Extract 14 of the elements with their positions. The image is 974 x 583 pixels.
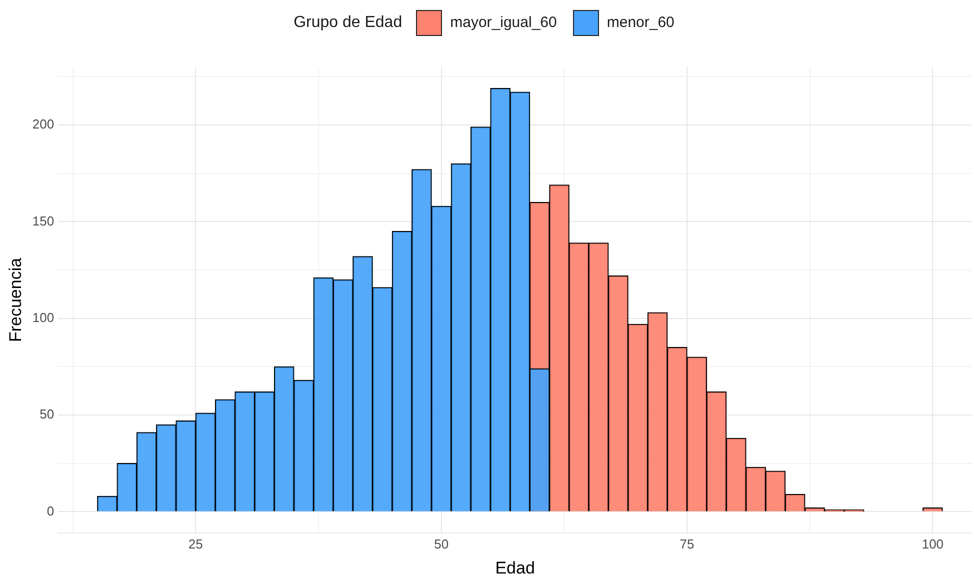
x-tick-label: 100: [922, 536, 944, 552]
x-tick-label: 75: [680, 536, 694, 552]
y-tick-label: 200: [32, 116, 54, 132]
x-axis-title: Edad: [495, 558, 535, 578]
y-tick-label: 50: [40, 406, 54, 422]
legend-label: mayor_igual_60: [450, 14, 557, 31]
legend-title: Grupo de Edad: [294, 14, 402, 32]
legend-label: menor_60: [606, 14, 674, 31]
y-axis-title: Frecuencia: [6, 257, 25, 342]
x-tick-label: 50: [434, 536, 449, 552]
y-tick-label: 100: [32, 310, 54, 325]
y-tick-label: 150: [32, 213, 54, 228]
x-tick-label: 25: [188, 536, 203, 552]
y-tick-label: 0: [46, 503, 54, 518]
